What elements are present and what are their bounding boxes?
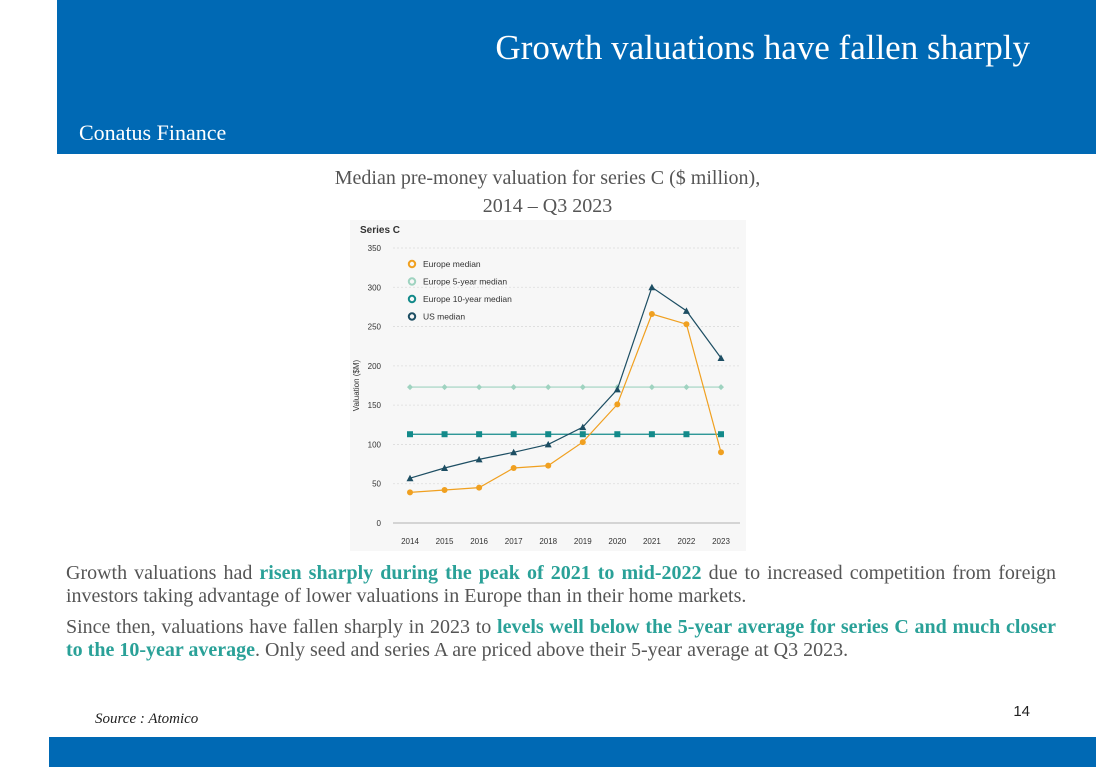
us-median-point [406, 474, 414, 482]
us-median-point [613, 385, 621, 393]
p1-text-b: due to increased competition from foreig… [66, 562, 1057, 607]
us-median-point [682, 307, 690, 314]
p1-text-a: Growth valuations had [66, 562, 260, 584]
europe-median-point [648, 311, 655, 317]
company-name: Conatus Finance [79, 120, 227, 145]
europe-median-point [441, 487, 448, 493]
y-tick-label: 0 [377, 519, 382, 528]
x-tick-label: 2019 [574, 537, 592, 546]
europe-5-year-median-point [510, 384, 517, 391]
y-axis-label: Valuation ($M) [352, 359, 361, 411]
europe-median-point [718, 449, 724, 456]
x-tick-label: 2015 [436, 537, 454, 546]
y-tick-label: 250 [368, 323, 382, 332]
paragraph-1: Growth valuations had risen sharply duri… [66, 562, 1056, 608]
source-note: Source : Atomico [95, 711, 199, 727]
x-tick-label: 2023 [712, 537, 730, 546]
chart-container: Series C 0 50 100 150 200 250 300 350 2014 2015 201… [350, 220, 746, 551]
us-median-line [409, 286, 722, 479]
europe-median-line [409, 313, 722, 493]
y-tick-label: 300 [368, 283, 382, 292]
europe-5-year-median-point [476, 384, 483, 391]
us-median-point [441, 464, 449, 471]
x-tick-label: 2017 [505, 537, 523, 546]
us-median-point [648, 283, 656, 291]
europe-10-year-median-point [718, 431, 724, 438]
us-median-point [475, 455, 483, 463]
europe-median-point [510, 465, 517, 471]
europe-median-point [407, 489, 413, 496]
europe-5-year-median-point [579, 384, 586, 391]
y-tick-label: 50 [372, 480, 381, 489]
x-tick-label: 2020 [608, 537, 626, 546]
europe-median-point [579, 439, 586, 446]
us-median-point [544, 440, 552, 448]
europe-median-point [614, 401, 621, 408]
us-median-point [579, 423, 587, 431]
p2-highlight: levels well below the 5-year average for… [66, 616, 1056, 661]
europe-5-year-median-legend-marker [407, 277, 417, 286]
us-median-legend-marker [407, 312, 417, 321]
footer-bar [49, 737, 1096, 767]
y-tick-label: 350 [368, 244, 382, 253]
us-median-point [717, 354, 725, 361]
europe-median-legend-marker [407, 259, 417, 269]
europe-5-year-median-point [683, 384, 690, 391]
europe-10-year-median-point [510, 431, 517, 438]
europe-10-year-median-legend-label: Europe 10-year median [423, 294, 512, 304]
europe-10-year-median-point [545, 431, 552, 438]
us-median-point [510, 448, 518, 456]
europe-median-point [476, 484, 483, 491]
header-bar: Growth valuations have fallen sharply Co… [57, 0, 1096, 154]
x-tick-label: 2016 [470, 537, 488, 546]
europe-10-year-median-point [407, 431, 413, 438]
europe-median-point [683, 321, 690, 328]
europe-5-year-median-point [407, 384, 413, 391]
us-median-legend-label: US median [423, 312, 465, 322]
europe-10-year-median-point [579, 431, 586, 438]
europe-10-year-median-point [614, 431, 621, 438]
paragraph-2: Since then, valuations have fallen sharp… [66, 616, 1056, 662]
y-tick-label: 100 [368, 440, 382, 449]
x-tick-label: 2022 [678, 537, 696, 546]
chart-caption-line2: 2014 – Q3 2023 [482, 195, 613, 217]
chart-title: Series C [360, 225, 400, 236]
body-text: Growth valuations had risen sharply duri… [66, 562, 1056, 670]
europe-10-year-median-point [648, 431, 655, 438]
europe-5-year-median-point [441, 384, 448, 391]
europe-5-year-median-point [545, 384, 552, 391]
y-tick-label: 150 [368, 401, 382, 410]
page-title: Growth valuations have fallen sharply [495, 28, 1030, 67]
x-tick-label: 2014 [401, 537, 419, 546]
p1-highlight: risen sharply during the peak of 2021 to… [259, 562, 702, 584]
europe-median-legend-label: Europe median [423, 259, 481, 269]
europe-5-year-median-point [648, 384, 655, 391]
chart-caption: Median pre-money valuation for series C … [260, 164, 835, 220]
europe-10-year-median-point [683, 431, 690, 438]
series-c-chart: Series C 0 50 100 150 200 250 300 350 2014 2015 201… [352, 225, 740, 546]
europe-5-year-median-legend-label: Europe 5-year median [423, 277, 507, 287]
y-tick-label: 200 [368, 362, 382, 371]
p2-text-a: Since then, valuations have fallen sharp… [66, 616, 498, 638]
europe-10-year-median-legend-marker [407, 294, 417, 304]
europe-5-year-median-point [718, 384, 724, 391]
page-number: 14 [1013, 703, 1030, 720]
europe-10-year-median-point [476, 431, 483, 438]
europe-median-point [545, 462, 552, 469]
x-tick-label: 2018 [539, 537, 557, 546]
europe-10-year-median-point [441, 431, 448, 438]
chart-caption-line1: Median pre-money valuation for series C … [334, 167, 761, 189]
x-tick-label: 2021 [643, 537, 661, 546]
p2-text-b: . Only seed and series A are priced abov… [255, 639, 849, 661]
